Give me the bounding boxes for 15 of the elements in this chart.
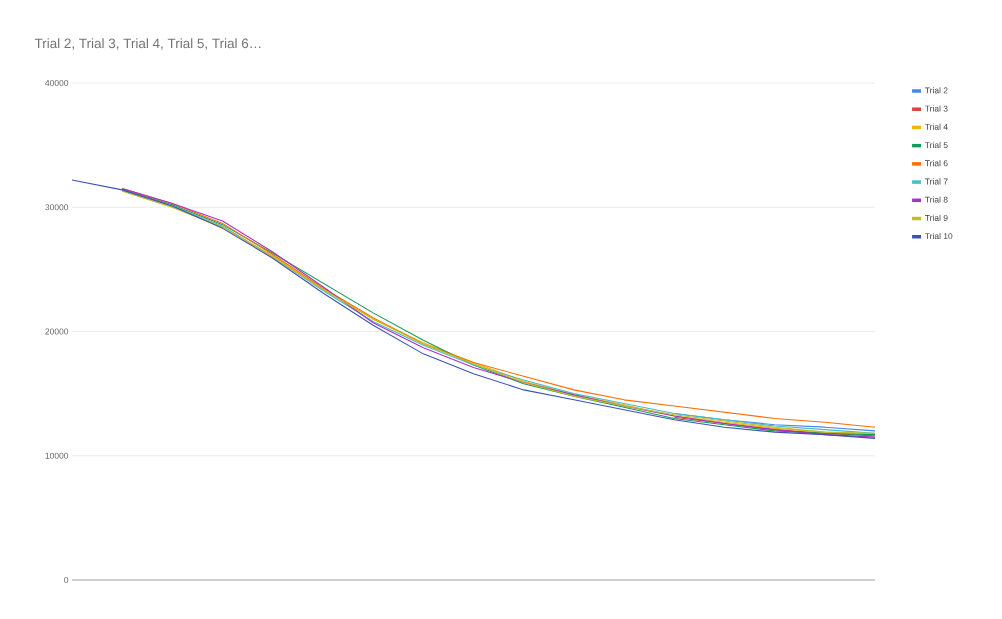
legend-label: Trial 10 — [924, 232, 953, 240]
legend-label: Trial 9 — [924, 214, 948, 221]
chart-title: Trial 2, Trial 3, Trial 4, Trial 5, Trial 6… — [34, 38, 261, 50]
legend-label: Trial 6 — [924, 160, 948, 167]
legend-label: Trial 7 — [924, 178, 948, 185]
legend-label: Trial 3 — [924, 105, 948, 112]
legend-label: Trial 8 — [924, 196, 948, 203]
y-tick-label: 20000 — [45, 328, 69, 335]
y-tick-label: 0 — [64, 577, 69, 583]
legend-label: Trial 5 — [924, 141, 948, 149]
y-tick-label: 40000 — [45, 80, 69, 86]
legend-label: Trial 2 — [924, 87, 948, 94]
legend-label: Trial 4 — [924, 123, 948, 130]
y-tick-label: 10000 — [45, 452, 69, 459]
y-tick-label: 30000 — [45, 204, 69, 211]
